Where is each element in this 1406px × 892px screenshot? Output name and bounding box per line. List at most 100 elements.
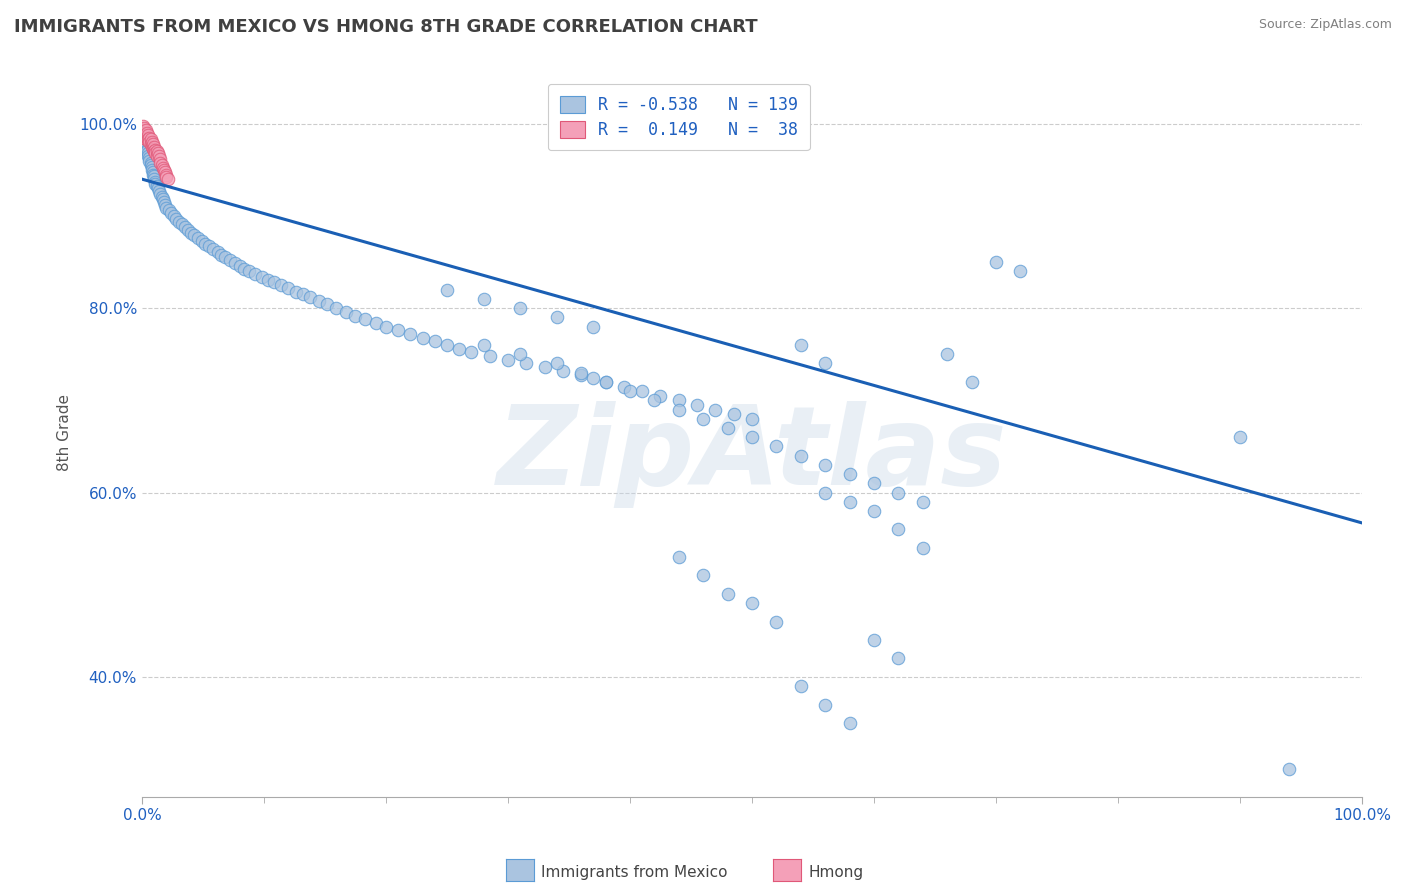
Point bbox=[692, 411, 714, 425]
Point bbox=[134, 126, 156, 140]
Point bbox=[145, 177, 167, 191]
Point bbox=[790, 449, 813, 463]
Point bbox=[478, 349, 501, 363]
Point bbox=[143, 140, 166, 154]
Point bbox=[472, 292, 495, 306]
Point bbox=[135, 123, 157, 137]
Point bbox=[1229, 430, 1251, 444]
Point bbox=[145, 143, 167, 157]
Point bbox=[207, 244, 229, 259]
Y-axis label: 8th Grade: 8th Grade bbox=[58, 394, 72, 471]
Point bbox=[146, 146, 169, 161]
Point bbox=[150, 158, 173, 172]
Point bbox=[238, 264, 260, 278]
Point bbox=[308, 293, 330, 308]
Point bbox=[139, 137, 162, 152]
Point bbox=[132, 126, 155, 140]
Point bbox=[595, 375, 617, 389]
Point bbox=[765, 439, 787, 453]
Point bbox=[838, 467, 860, 481]
Point bbox=[218, 253, 240, 268]
Text: Source: ZipAtlas.com: Source: ZipAtlas.com bbox=[1258, 18, 1392, 31]
Point bbox=[399, 326, 422, 341]
Point bbox=[814, 356, 837, 370]
Point bbox=[139, 155, 162, 169]
Text: ZipAtlas: ZipAtlas bbox=[496, 401, 1007, 508]
Point bbox=[153, 198, 176, 212]
Point bbox=[167, 214, 190, 228]
Point bbox=[135, 143, 157, 157]
Point bbox=[595, 375, 617, 389]
Point bbox=[141, 140, 163, 154]
Point bbox=[643, 393, 665, 408]
Point bbox=[911, 494, 934, 508]
Point bbox=[716, 421, 738, 435]
Point bbox=[436, 338, 458, 352]
Point bbox=[245, 267, 267, 281]
Point bbox=[569, 368, 592, 382]
Point bbox=[134, 135, 156, 149]
Point bbox=[496, 352, 519, 367]
Point bbox=[150, 189, 173, 203]
Point bbox=[838, 494, 860, 508]
Point bbox=[668, 549, 690, 564]
Point bbox=[135, 145, 157, 159]
Point bbox=[155, 170, 177, 185]
Point bbox=[436, 283, 458, 297]
Point bbox=[741, 430, 763, 444]
Point bbox=[142, 137, 165, 152]
Point bbox=[325, 301, 347, 315]
Point bbox=[814, 485, 837, 500]
Point bbox=[387, 323, 409, 337]
Point bbox=[224, 256, 246, 270]
Point bbox=[141, 162, 163, 177]
Point bbox=[145, 179, 167, 194]
Point bbox=[887, 485, 910, 500]
Point bbox=[135, 130, 157, 145]
Point bbox=[135, 132, 157, 146]
Point bbox=[138, 151, 160, 165]
Point bbox=[814, 698, 837, 712]
Point bbox=[187, 231, 209, 245]
Point bbox=[344, 309, 367, 323]
Point bbox=[173, 220, 195, 235]
Point bbox=[214, 251, 236, 265]
Point bbox=[228, 259, 250, 273]
Point bbox=[460, 345, 482, 359]
Point bbox=[143, 172, 166, 186]
Point bbox=[412, 331, 434, 345]
Legend: R = -0.538   N = 139, R =  0.149   N =  38: R = -0.538 N = 139, R = 0.149 N = 38 bbox=[548, 84, 810, 151]
Point bbox=[838, 715, 860, 730]
Point bbox=[148, 149, 170, 163]
Point bbox=[619, 384, 641, 398]
Text: Hmong: Hmong bbox=[808, 865, 863, 880]
Point bbox=[152, 193, 174, 207]
Point bbox=[256, 272, 278, 286]
Point bbox=[765, 615, 787, 629]
Point bbox=[183, 228, 205, 243]
Point bbox=[863, 504, 886, 518]
Point bbox=[631, 384, 654, 398]
Point bbox=[152, 161, 174, 175]
Point bbox=[136, 128, 159, 142]
Point bbox=[155, 201, 177, 215]
Point bbox=[292, 287, 315, 301]
Point bbox=[316, 297, 339, 311]
Point bbox=[135, 128, 157, 142]
Point bbox=[887, 522, 910, 536]
Point bbox=[263, 276, 285, 290]
Point bbox=[138, 153, 160, 168]
Point bbox=[423, 334, 446, 349]
Point bbox=[1010, 264, 1032, 278]
Point bbox=[132, 128, 155, 142]
Text: IMMIGRANTS FROM MEXICO VS HMONG 8TH GRADE CORRELATION CHART: IMMIGRANTS FROM MEXICO VS HMONG 8TH GRAD… bbox=[14, 18, 758, 36]
Point bbox=[149, 152, 172, 166]
Point bbox=[472, 338, 495, 352]
Point bbox=[354, 312, 377, 326]
Point bbox=[546, 310, 568, 325]
Point bbox=[277, 281, 299, 295]
Point bbox=[723, 407, 745, 421]
Point bbox=[533, 360, 555, 375]
Point bbox=[143, 169, 166, 184]
Point bbox=[299, 290, 322, 304]
